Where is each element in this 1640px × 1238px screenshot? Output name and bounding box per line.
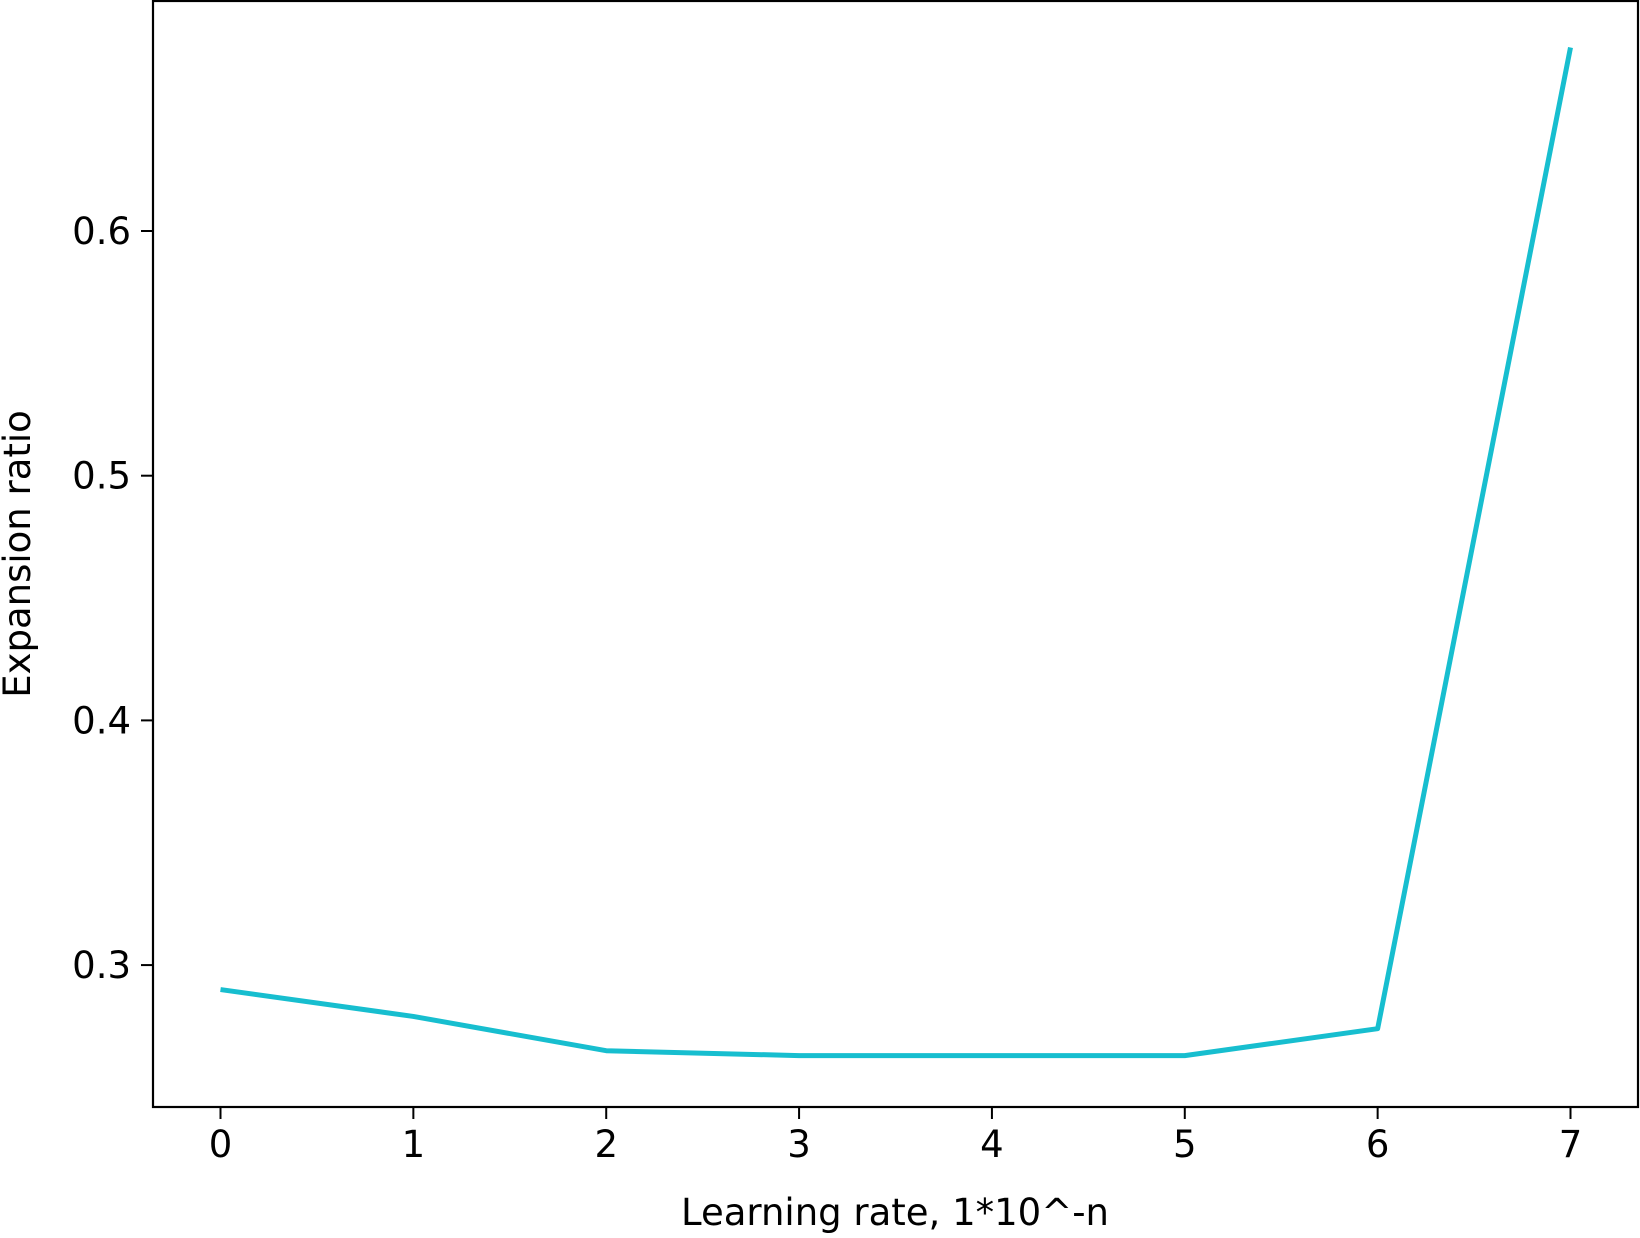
x-axis-label: Learning rate, 1*10^-n xyxy=(681,1191,1109,1234)
series-line-0 xyxy=(220,47,1573,1059)
x-tick-label-0: 0 xyxy=(209,1123,233,1166)
y-tick-label-0.3: 0.3 xyxy=(72,944,131,987)
axes: 0 1 2 3 4 5 6 7 0.3 0.4 0.5 0.6 xyxy=(72,0,1640,1166)
axes-frame xyxy=(151,0,1640,1109)
x-tick-label-3: 3 xyxy=(787,1123,811,1166)
x-tick-label-1: 1 xyxy=(402,1123,426,1166)
y-tick-label-0.6: 0.6 xyxy=(72,210,131,253)
y-tick-label-0.5: 0.5 xyxy=(72,455,131,498)
y-axis-label: Expansion ratio xyxy=(0,410,39,698)
x-tick-label-2: 2 xyxy=(594,1123,618,1166)
x-tick-label-7: 7 xyxy=(1559,1123,1583,1166)
plot-area xyxy=(220,47,1573,1059)
y-tick-label-0.4: 0.4 xyxy=(72,699,131,742)
x-tick-label-4: 4 xyxy=(980,1123,1004,1166)
x-tick-label-5: 5 xyxy=(1173,1123,1197,1166)
x-tick-label-6: 6 xyxy=(1366,1123,1390,1166)
